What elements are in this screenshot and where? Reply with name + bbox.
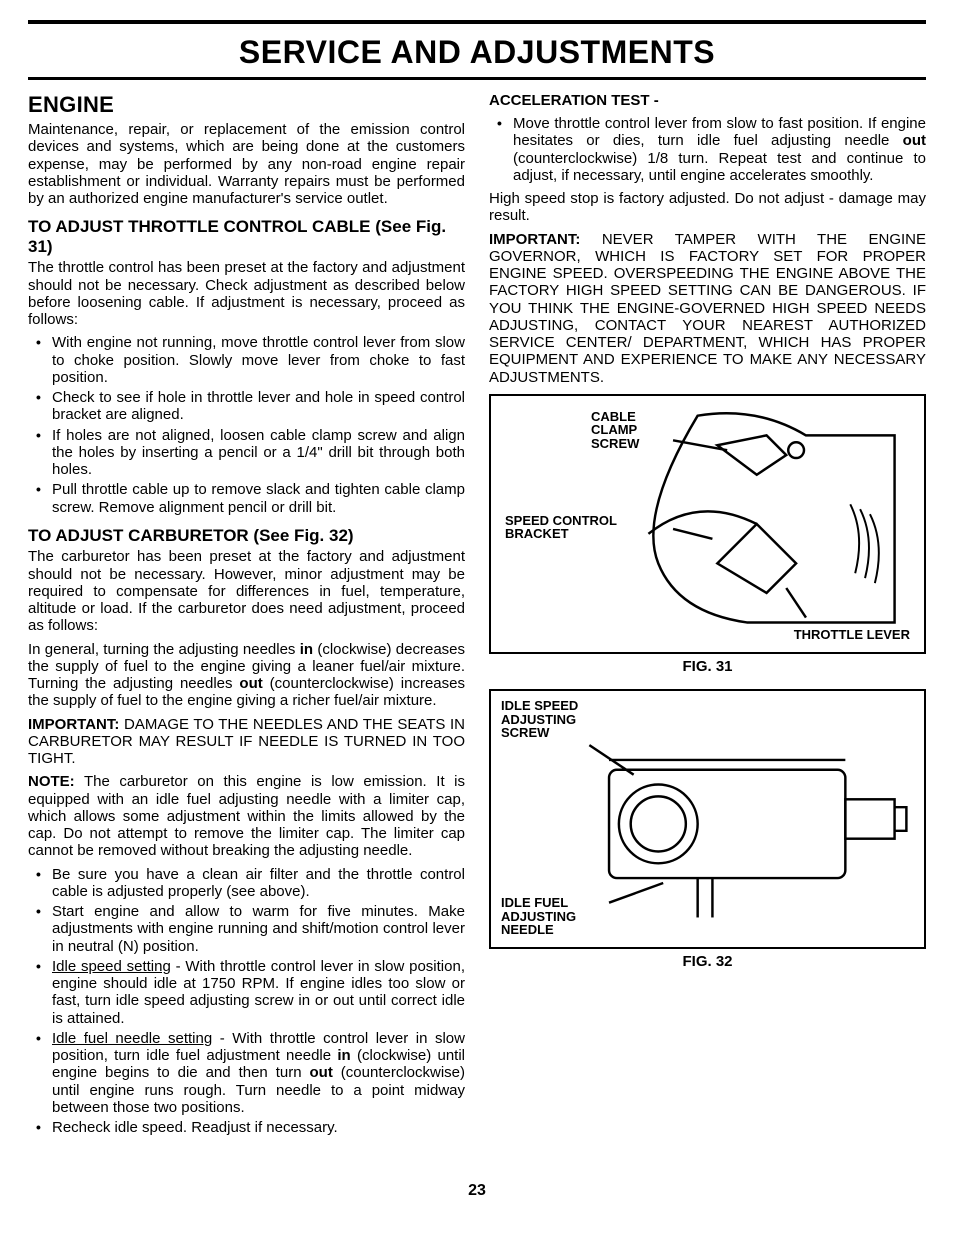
bold-out: out — [310, 1064, 333, 1081]
list-item: Check to see if hole in throttle lever a… — [32, 389, 465, 424]
fig32-label-idle-speed: IDLE SPEED ADJUSTING SCREW — [501, 699, 591, 740]
page-title: SERVICE AND ADJUSTMENTS — [28, 34, 926, 71]
bold-out: out — [239, 675, 262, 692]
note-label: NOTE: — [28, 773, 75, 790]
fig32-label-idle-fuel: IDLE FUEL ADJUSTING NEEDLE — [501, 896, 591, 937]
bold-in: in — [337, 1047, 350, 1064]
carb-general: In general, turning the adjusting needle… — [28, 641, 465, 710]
text: (counterclockwise) 1/8 turn. Repeat test… — [513, 150, 926, 184]
fig32-caption: FIG. 32 — [489, 953, 926, 970]
list-item: Move throttle control lever from slow to… — [493, 115, 926, 184]
list-item: With engine not running, move throttle c… — [32, 334, 465, 386]
list-item: Idle speed setting - With throttle contr… — [32, 958, 465, 1027]
important-label: IMPORTANT: — [489, 231, 580, 248]
carb-intro: The carburetor has been preset at the fa… — [28, 548, 465, 634]
carb-important: IMPORTANT: DAMAGE TO THE NEEDLES AND THE… — [28, 716, 465, 768]
list-item: Be sure you have a clean air filter and … — [32, 866, 465, 901]
hss-text: High speed stop is factory adjusted. Do … — [489, 190, 926, 225]
right-column: ACCELERATION TEST - Move throttle contro… — [489, 92, 926, 1143]
fig31-label-cable: CABLE CLAMP SCREW — [591, 410, 651, 451]
text: In general, turning the adjusting needle… — [28, 641, 300, 658]
accel-heading: ACCELERATION TEST - — [489, 92, 926, 109]
fig31-label-speed: SPEED CONTROL BRACKET — [505, 514, 635, 541]
list-item: If holes are not aligned, loosen cable c… — [32, 427, 465, 479]
list-item: Start engine and allow to warm for five … — [32, 903, 465, 955]
list-item: Recheck idle speed. Readjust if necessar… — [32, 1119, 465, 1136]
engine-heading: ENGINE — [28, 92, 465, 117]
carb-list: Be sure you have a clean air filter and … — [32, 866, 465, 1137]
governor-important: IMPORTANT: NEVER TAMPER WITH THE ENGINE … — [489, 231, 926, 386]
throttle-heading: TO ADJUST THROTTLE CONTROL CABLE (See Fi… — [28, 217, 465, 256]
bold-out: out — [903, 132, 926, 149]
underline-text: Idle fuel needle setting — [52, 1030, 212, 1047]
throttle-intro: The throttle control has been preset at … — [28, 259, 465, 328]
figure-31: CABLE CLAMP SCREW SPEED CONTROL BRACKET … — [489, 394, 926, 654]
underline-text: Idle speed setting — [52, 958, 171, 975]
title-underline — [28, 77, 926, 80]
figure-32: IDLE SPEED ADJUSTING SCREW IDLE FUEL ADJ… — [489, 689, 926, 949]
carb-note: NOTE: The carburetor on this engine is l… — [28, 773, 465, 859]
throttle-list: With engine not running, move throttle c… — [32, 334, 465, 516]
engine-intro: Maintenance, repair, or replacement of t… — [28, 121, 465, 207]
note-text: The carburetor on this engine is low emi… — [28, 773, 465, 859]
bold-in: in — [300, 641, 313, 658]
text: Move throttle control lever from slow to… — [513, 115, 926, 149]
list-item: Idle fuel needle setting - With throttle… — [32, 1030, 465, 1116]
left-column: ENGINE Maintenance, repair, or replaceme… — [28, 92, 465, 1143]
fig31-caption: FIG. 31 — [489, 658, 926, 675]
fig31-label-throttle: THROTTLE LEVER — [794, 628, 910, 642]
important-label: IMPORTANT: — [28, 716, 119, 733]
important-text: NEVER TAMPER WITH THE ENGINE GOVERNOR, W… — [489, 231, 926, 386]
list-item: Pull throttle cable up to remove slack a… — [32, 481, 465, 516]
columns: ENGINE Maintenance, repair, or replaceme… — [28, 92, 926, 1143]
page-number: 23 — [28, 1182, 926, 1200]
top-rule — [28, 20, 926, 24]
accel-list: Move throttle control lever from slow to… — [493, 115, 926, 184]
carb-heading: TO ADJUST CARBURETOR (See Fig. 32) — [28, 526, 465, 546]
